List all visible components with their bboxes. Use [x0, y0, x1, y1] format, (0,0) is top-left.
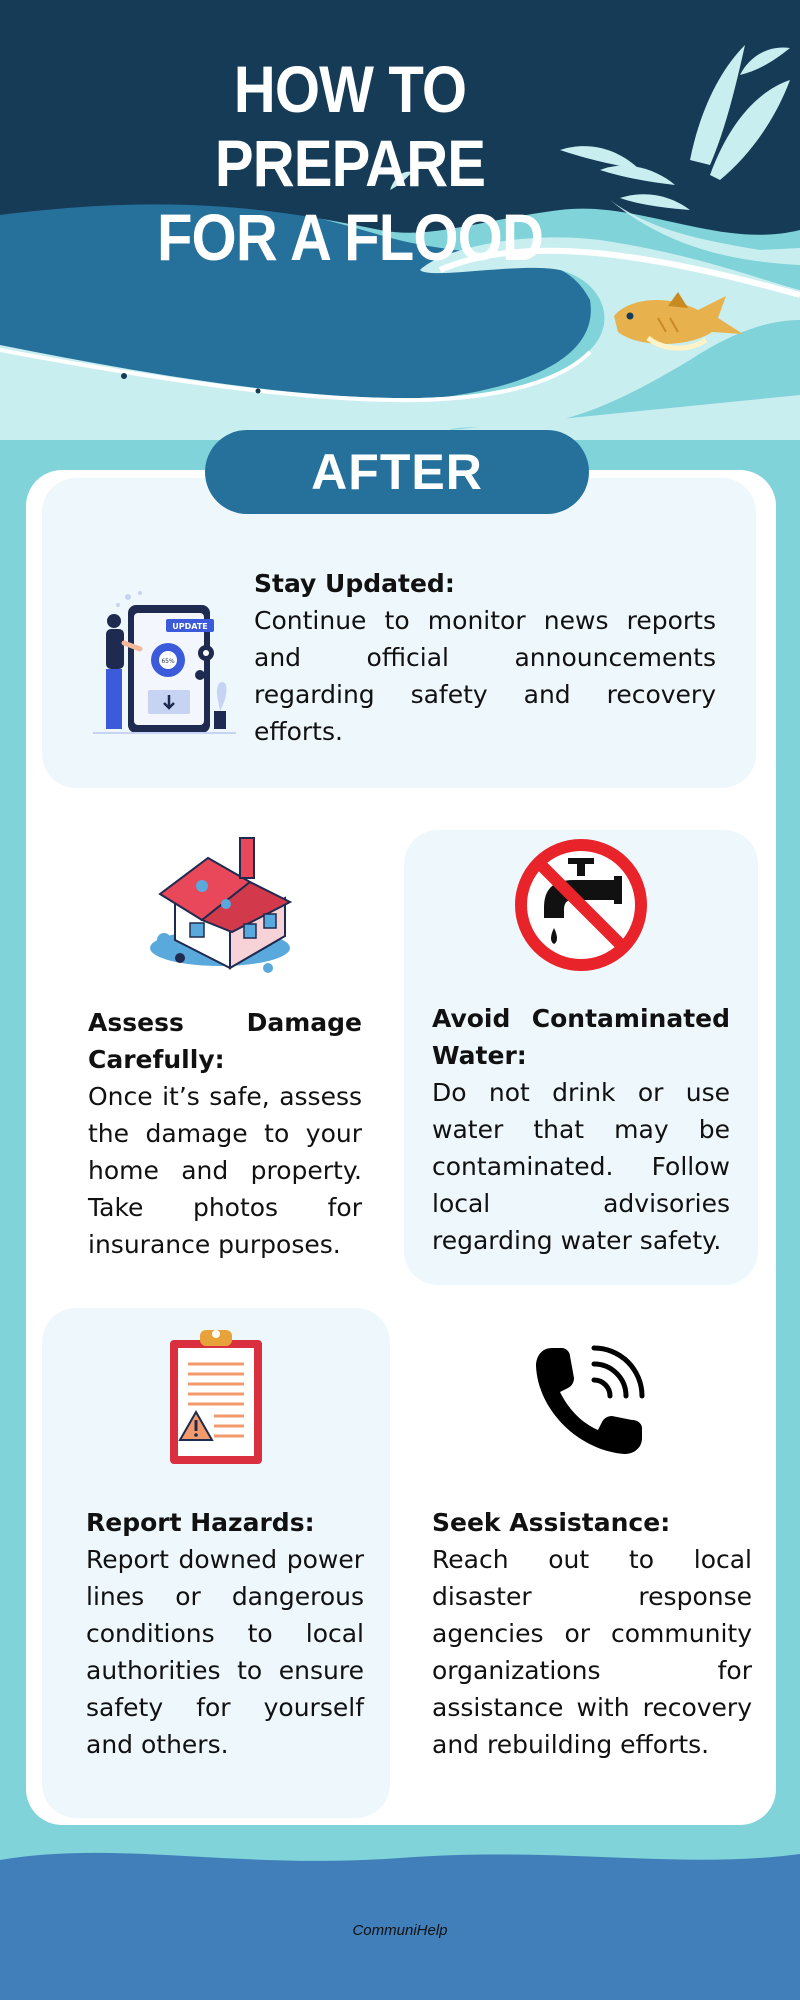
update-badge-text: UPDATE [172, 622, 208, 631]
tip-body: Report downed power lines or dangerous c… [86, 1545, 364, 1759]
tip-title: Seek Assistance: [432, 1508, 671, 1537]
tip-body: Continue to monitor news reports and off… [254, 606, 716, 746]
header-banner: HOW TO PREPARE FOR A FLOOD [0, 0, 800, 440]
wave-illustration [0, 0, 800, 440]
tip-title: Report Hazards: [86, 1508, 315, 1537]
title-line-1: HOW TO PREPARE [214, 52, 486, 200]
tip-title: Stay Updated: [254, 569, 455, 598]
no-tap-water-icon [515, 839, 647, 971]
update-progress-text: 65% [161, 658, 175, 665]
phone-call-icon [536, 1345, 645, 1454]
footer-band [0, 1840, 800, 2000]
brand-label: CommuniHelp [352, 1922, 448, 1939]
tip-title: Avoid Contaminated Water: [432, 1004, 730, 1070]
footer-wave [0, 1852, 800, 2000]
section-label-after: AFTER [205, 430, 589, 514]
tip-title: Assess Damage Carefully: [88, 1008, 362, 1074]
hazard-clipboard-icon [170, 1330, 262, 1464]
tip-stay-updated: Stay Updated: Continue to monitor news r… [254, 565, 716, 750]
page-title: HOW TO PREPARE FOR A FLOOD [95, 52, 605, 274]
flooded-house-illustration-icon [150, 837, 293, 973]
phone-update-illustration-icon: UPDATE 65% [93, 591, 236, 734]
tip-body: Once it’s safe, assess the damage to you… [88, 1082, 362, 1259]
tip-body: Do not drink or use water that may be co… [432, 1078, 730, 1255]
fish-icon [614, 292, 743, 351]
tip-assess-damage: Assess Damage Carefully: Once it’s safe,… [88, 1004, 362, 1263]
tip-body: Reach out to local disaster response age… [432, 1545, 752, 1759]
tip-report-hazards: Report Hazards: Report downed power line… [86, 1504, 364, 1763]
tip-seek-assistance: Seek Assistance: Reach out to local disa… [432, 1504, 752, 1763]
tip-avoid-water: Avoid Contaminated Water: Do not drink o… [432, 1000, 730, 1259]
title-line-2: FOR A FLOOD [156, 200, 544, 274]
